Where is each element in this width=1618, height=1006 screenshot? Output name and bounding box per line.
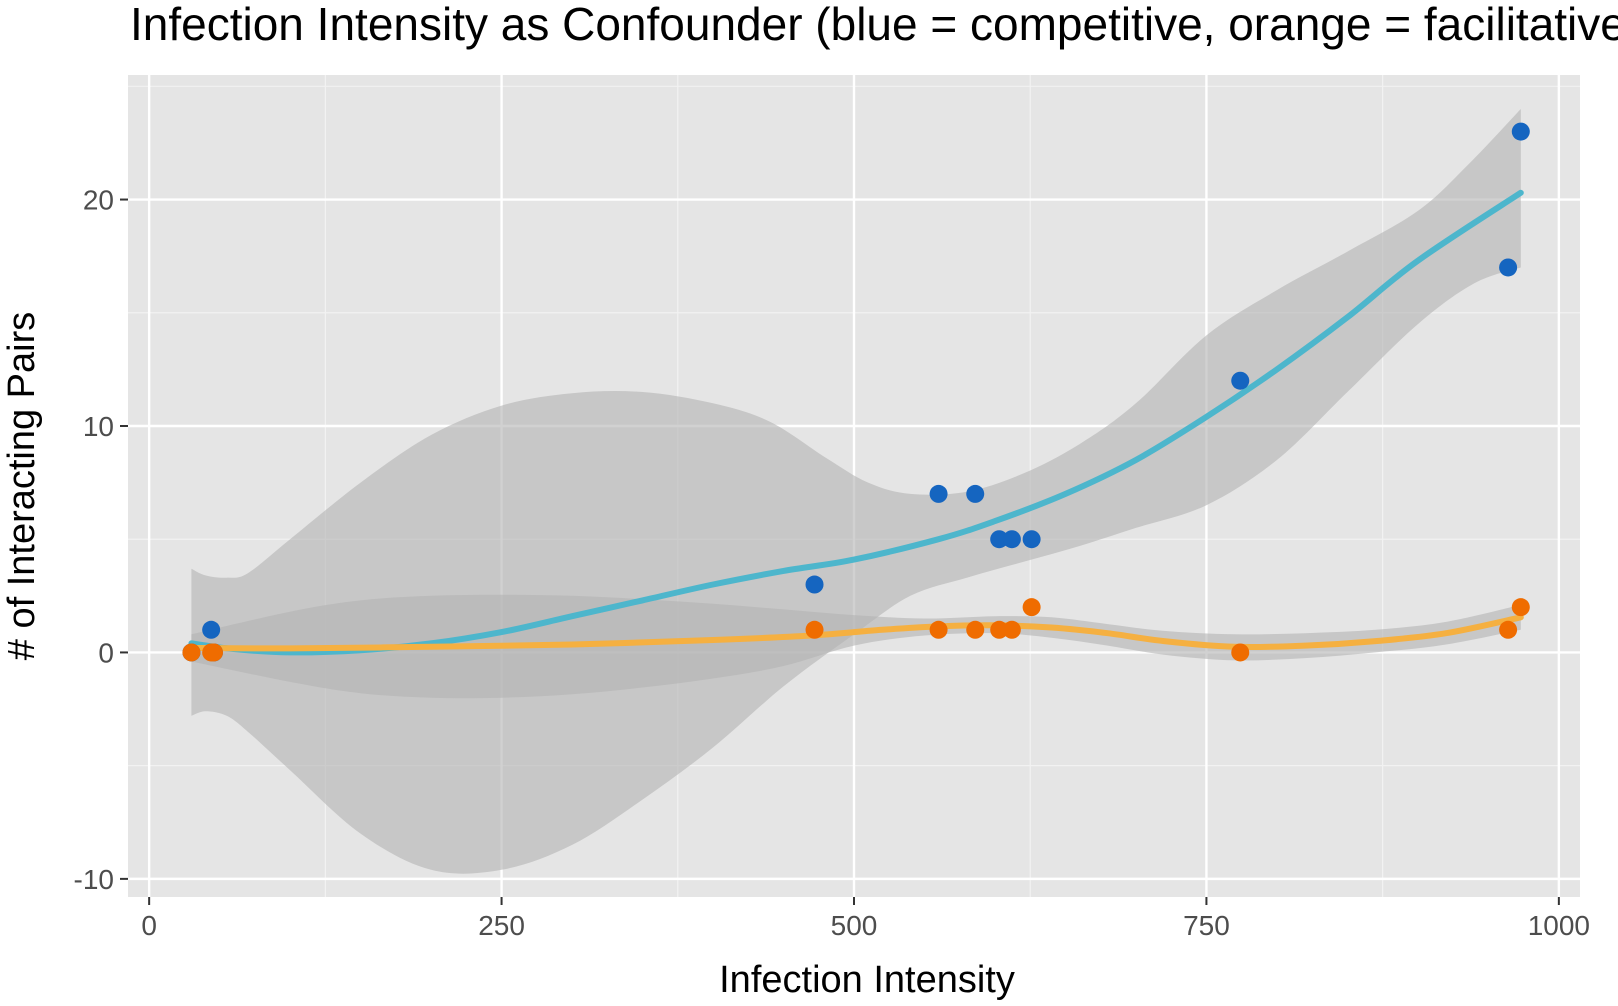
point-competitive (1231, 371, 1250, 390)
point-competitive (1002, 530, 1021, 549)
y-tick-label: 20 (83, 185, 114, 216)
smooth-line-facilitative (188, 614, 1524, 652)
point-competitive (966, 484, 985, 503)
point-facilitative (1511, 598, 1530, 617)
smooth-lines (188, 189, 1524, 656)
x-tick-label: 500 (831, 910, 878, 941)
point-competitive (1499, 258, 1518, 277)
x-tick-label: 0 (141, 910, 157, 941)
x-tick-label: 1000 (1528, 910, 1590, 941)
y-tick-label: 0 (98, 637, 114, 668)
point-facilitative (1499, 620, 1518, 639)
point-facilitative (966, 620, 985, 639)
point-competitive (805, 575, 824, 594)
ribbon-facilitative (191, 594, 1521, 699)
point-competitive (929, 484, 948, 503)
point-facilitative (1022, 598, 1041, 617)
y-axis-ticks: -10 0 10 20 (74, 185, 128, 895)
point-facilitative (805, 620, 824, 639)
x-tick-label: 250 (478, 910, 525, 941)
point-facilitative (1231, 643, 1250, 662)
y-tick-label: -10 (74, 864, 114, 895)
point-competitive (990, 530, 1009, 549)
x-axis-title: Infection Intensity (719, 959, 1015, 1001)
data-points (182, 122, 1530, 662)
x-tick-label: 750 (1183, 910, 1230, 941)
point-facilitative (929, 620, 948, 639)
point-facilitative (1002, 620, 1021, 639)
point-competitive (1511, 122, 1530, 141)
point-facilitative (204, 643, 223, 662)
x-axis-ticks: 0 250 500 750 1000 (141, 897, 1590, 941)
y-tick-label: 10 (83, 411, 114, 442)
chart-title: Infection Intensity as Confounder (blue … (130, 0, 1618, 50)
point-competitive (1022, 530, 1041, 549)
point-facilitative (990, 620, 1009, 639)
y-axis-title: # of Interacting Pairs (1, 312, 43, 661)
point-facilitative (182, 643, 201, 662)
confidence-ribbons (191, 109, 1521, 874)
point-competitive (202, 620, 221, 639)
